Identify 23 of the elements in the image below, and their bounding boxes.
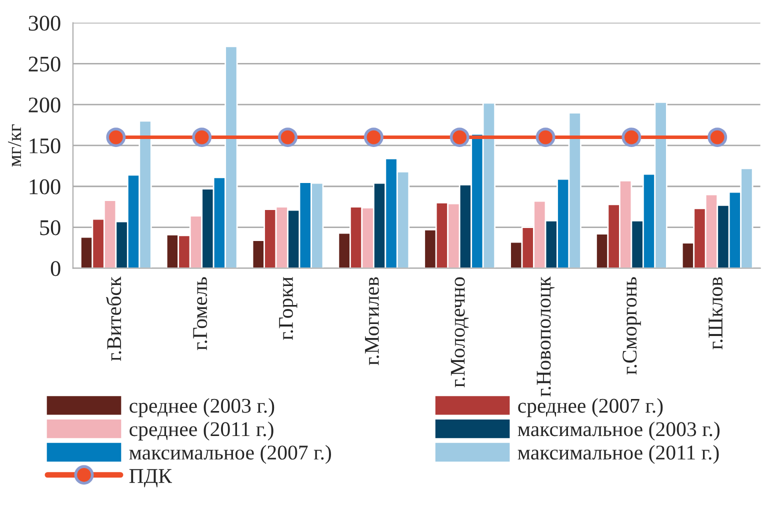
y-tick-label: 200 — [28, 98, 60, 112]
x-tick-label: г.Гомель — [193, 277, 208, 350]
legend-label: среднее (2003 г.) — [130, 398, 274, 418]
legend-label: максимальное (2007 г.) — [129, 444, 331, 464]
legend-label: среднее (2011 г.) — [130, 422, 274, 440]
y-tick-label: 50 — [40, 220, 60, 236]
legend-label: максимальное (2011 г.) — [518, 444, 719, 464]
y-tick-label: 250 — [28, 56, 60, 72]
y-tick-label: 300 — [28, 16, 60, 31]
y-tick-label: 150 — [30, 138, 60, 154]
x-tick-label: г.Шклов — [708, 277, 723, 350]
x-tick-label: г.Горки — [279, 277, 298, 340]
x-tick-label: г.Новополоцк — [536, 276, 555, 396]
y-axis-title: мг/кг — [8, 124, 22, 167]
y-tick-label: 0 — [50, 261, 60, 276]
x-tick-label: г.Могилев — [365, 277, 379, 366]
legend-label: максимальное (2003 г.) — [518, 422, 720, 440]
legend-label: ПДК — [129, 469, 172, 488]
x-tick-label: г.Сморгонь — [622, 277, 641, 375]
x-tick-label: г.Молодечно — [450, 277, 469, 388]
x-tick-label: г.Витебск — [106, 276, 122, 361]
y-tick-label: 100 — [30, 179, 60, 194]
legend-label: среднее (2007 г.) — [518, 398, 663, 418]
